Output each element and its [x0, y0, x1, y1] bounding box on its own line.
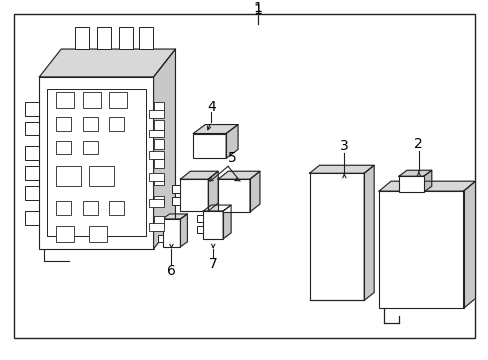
Text: 3: 3 [339, 139, 348, 153]
Polygon shape [309, 165, 373, 173]
Bar [148, 130, 163, 138]
Bar [398, 176, 423, 192]
Bar [56, 117, 71, 131]
Bar [56, 166, 81, 186]
Bar [153, 139, 163, 149]
Bar [25, 211, 40, 225]
Bar [56, 141, 71, 154]
Bar [89, 226, 107, 242]
Polygon shape [208, 171, 218, 211]
Text: 2: 2 [414, 138, 422, 152]
Bar [148, 152, 163, 159]
Bar [56, 92, 74, 108]
Bar [25, 102, 40, 116]
Bar [148, 223, 163, 231]
Bar [75, 27, 89, 49]
Bar [153, 216, 163, 225]
Bar [25, 147, 40, 160]
Bar [148, 110, 163, 118]
Polygon shape [378, 181, 474, 191]
Bar [119, 27, 132, 49]
Bar [172, 185, 180, 193]
Text: 5: 5 [227, 151, 236, 165]
Bar [89, 166, 114, 186]
Text: 4: 4 [206, 100, 215, 114]
Bar [97, 27, 111, 49]
Bar [109, 92, 126, 108]
Bar [40, 77, 153, 249]
Bar [378, 191, 463, 309]
Polygon shape [463, 181, 474, 309]
Polygon shape [218, 171, 259, 179]
Bar [197, 226, 203, 233]
Bar [25, 122, 40, 135]
Bar [83, 117, 98, 131]
Bar [203, 211, 223, 239]
Bar [139, 27, 152, 49]
Polygon shape [153, 49, 175, 249]
Bar [172, 197, 180, 205]
Bar [153, 176, 163, 185]
Bar [83, 201, 98, 215]
Bar [153, 159, 163, 168]
Polygon shape [423, 170, 431, 192]
Bar [56, 201, 71, 215]
Text: 6: 6 [167, 264, 176, 278]
Bar [83, 141, 98, 154]
Bar [109, 117, 123, 131]
Text: 7: 7 [208, 257, 217, 271]
Polygon shape [40, 49, 175, 77]
Bar [193, 134, 225, 158]
Polygon shape [364, 165, 373, 300]
Polygon shape [398, 170, 431, 176]
Text: 1: 1 [253, 3, 262, 17]
Bar [153, 102, 163, 112]
Bar [25, 186, 40, 200]
Polygon shape [225, 125, 238, 158]
Bar [162, 219, 180, 247]
Bar [109, 201, 123, 215]
Bar [218, 179, 249, 212]
Bar [153, 120, 163, 130]
Polygon shape [223, 205, 231, 239]
Bar [47, 89, 145, 236]
Bar [148, 199, 163, 207]
Bar [56, 226, 74, 242]
Bar [157, 224, 162, 231]
Polygon shape [180, 214, 187, 247]
Bar [153, 196, 163, 205]
Bar [157, 235, 162, 242]
Bar [25, 166, 40, 180]
Bar [309, 173, 364, 300]
Text: 1: 1 [253, 1, 262, 15]
Bar [197, 215, 203, 222]
Polygon shape [162, 214, 187, 219]
Polygon shape [193, 125, 238, 134]
Bar [83, 92, 101, 108]
Bar [148, 173, 163, 181]
Polygon shape [180, 171, 218, 179]
Polygon shape [249, 171, 259, 212]
Polygon shape [203, 205, 231, 211]
Bar [180, 179, 208, 211]
